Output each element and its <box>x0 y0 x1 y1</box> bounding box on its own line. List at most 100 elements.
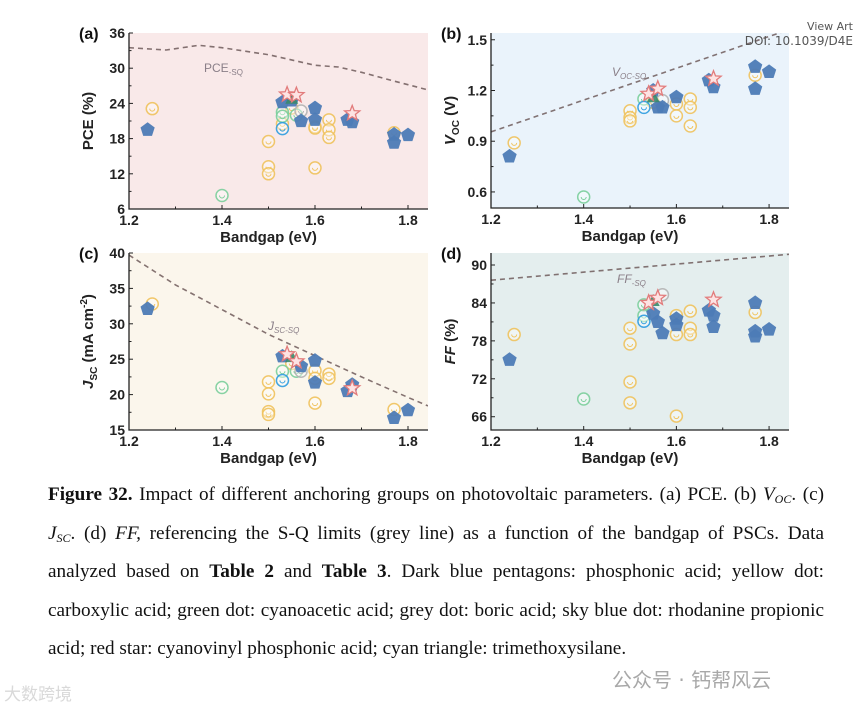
sq-limit-line <box>491 33 782 133</box>
panel-letter: (a) <box>79 26 99 43</box>
y-axis-label: VOC (V) <box>442 96 462 145</box>
pentagon-marker <box>761 322 777 336</box>
pentagon-marker <box>669 317 684 332</box>
caption-segment: V <box>762 484 775 505</box>
circle-marker-inner <box>265 173 272 177</box>
caption-segment: Impact of different anchoring groups on … <box>132 484 763 505</box>
view-article-watermark[interactable]: View Art <box>807 20 853 33</box>
circle-marker-inner <box>640 107 647 111</box>
circle-marker <box>261 134 276 149</box>
star-marker <box>342 378 362 397</box>
circle-marker-inner <box>298 110 305 115</box>
pentagon-marker <box>748 81 763 95</box>
y-axis-label-part: FF <box>442 345 459 364</box>
star-marker <box>287 351 306 370</box>
pentagon-marker <box>140 122 155 136</box>
circle-marker-inner <box>627 343 634 348</box>
circle-marker <box>669 409 684 423</box>
circle-marker <box>623 321 637 335</box>
x-tick-label: 1.8 <box>398 212 418 228</box>
doi-watermark: DOI: 10.1039/D4E <box>744 34 853 48</box>
caption-segment: J <box>48 522 57 544</box>
x-tick-label: 1.2 <box>481 433 501 449</box>
star-marker <box>704 289 723 308</box>
circle-marker-inner <box>279 380 286 384</box>
circle-marker-inner <box>279 123 286 127</box>
panel-letter: (c) <box>79 246 99 263</box>
y-axis-label: FF (%) <box>442 319 459 365</box>
pentagon-marker <box>502 352 517 366</box>
circle-marker <box>623 396 637 410</box>
y-tick-label: 12 <box>109 166 125 182</box>
circle-marker-inner <box>279 128 286 132</box>
circle-marker <box>275 109 290 124</box>
x-tick-label: 1.2 <box>481 211 501 227</box>
data-points <box>140 84 416 203</box>
pentagon-marker <box>655 325 670 340</box>
y-tick-label: 1.2 <box>468 82 488 98</box>
sq-limit-label: PCE-SQ <box>204 61 243 77</box>
plot-background <box>129 253 428 430</box>
x-axis-label: Bandgap (eV) <box>220 450 317 467</box>
y-tick-label: 84 <box>471 295 487 311</box>
x-tick-label: 1.6 <box>667 211 687 227</box>
circle-marker <box>576 190 591 204</box>
circle-marker-inner <box>673 103 680 107</box>
y-axis-label-part: PCE (%) <box>80 92 97 150</box>
sq-limit-line <box>491 253 789 281</box>
circle-marker-inner <box>312 402 319 407</box>
sq-limit-line <box>129 254 428 407</box>
star-marker <box>648 288 668 306</box>
y-tick-label: 20 <box>109 387 125 403</box>
x-axis-label: Bandgap (eV) <box>582 228 679 245</box>
circle-marker <box>275 121 290 136</box>
circle-marker <box>322 367 336 381</box>
circle-marker-inner <box>265 411 272 415</box>
y-axis-label-part: J <box>80 380 97 389</box>
circle-marker-inner <box>627 402 634 406</box>
circle-marker <box>322 113 336 127</box>
x-axis-label: Bandgap (eV) <box>220 229 317 246</box>
circle-marker-inner <box>687 334 694 338</box>
pentagon-marker <box>307 353 323 367</box>
circle-marker <box>576 392 591 406</box>
y-tick-label: 30 <box>109 316 125 332</box>
circle-marker-inner <box>312 127 319 132</box>
y-axis-label-part: ) <box>80 294 97 299</box>
caption-segment: OC <box>774 492 792 506</box>
figure-caption: Figure 32. Impact of different anchoring… <box>48 476 824 669</box>
pentagon-marker <box>748 328 763 343</box>
circle-marker <box>261 387 276 401</box>
circle-marker-inner <box>511 334 518 338</box>
y-axis-label-part: (V) <box>442 96 459 120</box>
circle-marker <box>669 109 684 123</box>
circle-marker-inner <box>580 398 587 403</box>
y-axis-label: JSC (mA cm-2) <box>79 294 100 389</box>
pentagon-marker <box>706 319 721 333</box>
circle-marker <box>623 337 637 351</box>
circle-marker <box>261 375 276 389</box>
circle-marker <box>623 114 637 128</box>
circle-marker <box>275 364 290 378</box>
circle-marker-inner <box>627 381 634 385</box>
circle-marker-inner <box>265 393 272 397</box>
circle-marker <box>637 314 651 329</box>
caption-segment: Figure 32. <box>48 484 133 505</box>
x-tick-label: 1.6 <box>305 433 325 449</box>
circle-marker-inner <box>325 378 332 382</box>
y-tick-label: 18 <box>109 131 125 147</box>
x-axis-label: Bandgap (eV) <box>582 450 679 467</box>
circle-marker <box>623 375 637 389</box>
y-tick-label: 1.5 <box>468 32 488 48</box>
circle-marker <box>322 371 336 386</box>
x-tick-label: 1.8 <box>398 433 418 449</box>
circle-marker-inner <box>279 112 286 116</box>
y-tick-label: 6 <box>117 201 125 217</box>
circle-marker <box>308 396 322 410</box>
circle-marker-inner <box>325 373 332 378</box>
circle-marker <box>275 373 290 388</box>
circle-marker-inner <box>279 116 286 120</box>
x-tick-label: 1.4 <box>212 212 232 228</box>
